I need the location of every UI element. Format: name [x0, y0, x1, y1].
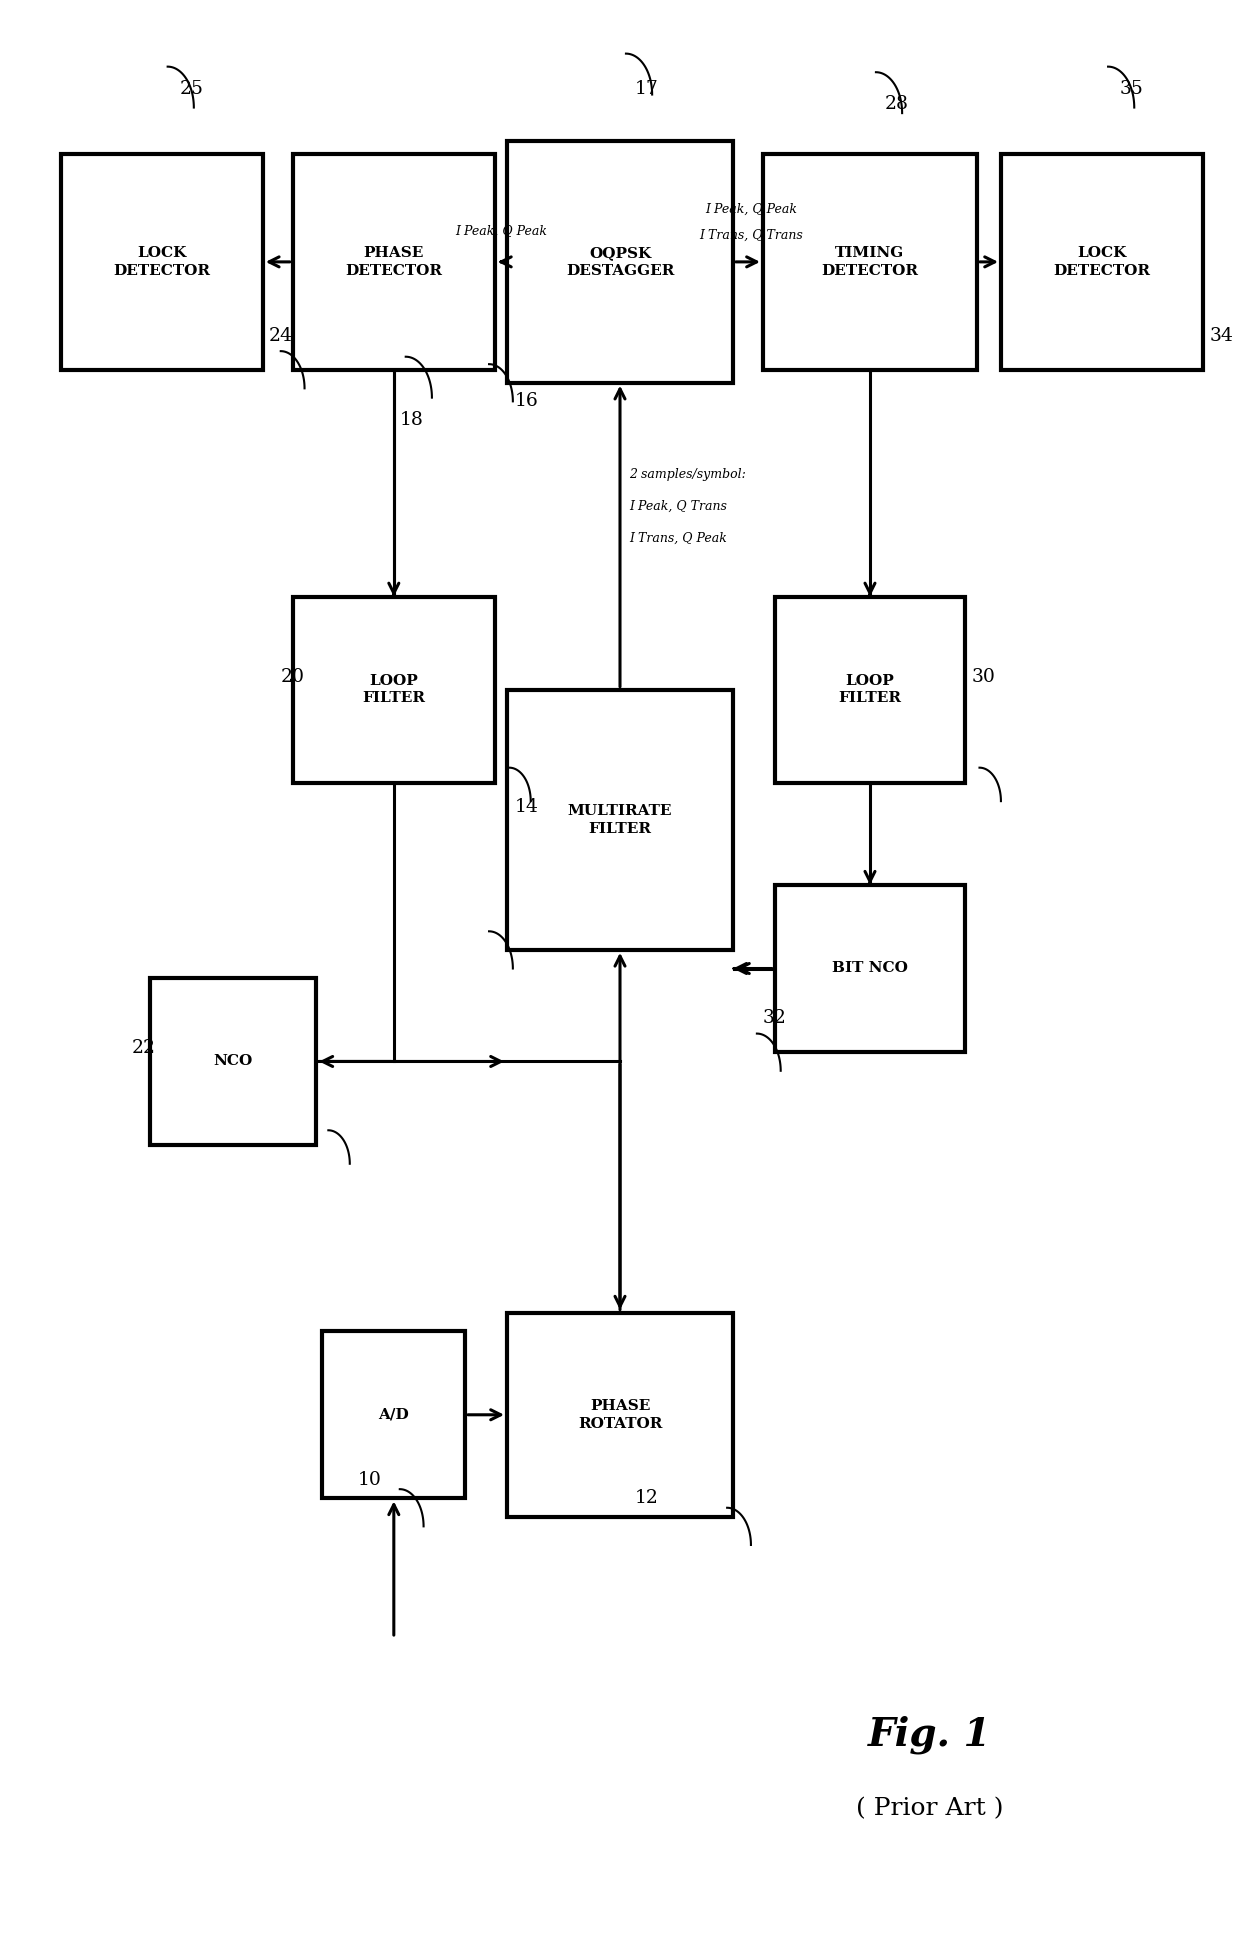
Text: 30: 30 — [971, 668, 994, 686]
FancyBboxPatch shape — [507, 1313, 733, 1517]
Text: OQPSK
DESTAGGER: OQPSK DESTAGGER — [565, 246, 675, 277]
Text: 12: 12 — [635, 1490, 658, 1507]
FancyBboxPatch shape — [775, 597, 965, 783]
Text: 20: 20 — [280, 668, 305, 686]
Text: 24: 24 — [269, 327, 293, 345]
Text: A/D: A/D — [378, 1408, 409, 1422]
Text: 10: 10 — [358, 1470, 382, 1488]
Text: LOCK
DETECTOR: LOCK DETECTOR — [1054, 246, 1151, 277]
Text: LOCK
DETECTOR: LOCK DETECTOR — [113, 246, 211, 277]
FancyBboxPatch shape — [507, 690, 733, 949]
Text: I Trans, Q Peak: I Trans, Q Peak — [630, 531, 728, 544]
Text: PHASE
DETECTOR: PHASE DETECTOR — [345, 246, 443, 277]
FancyBboxPatch shape — [293, 155, 495, 370]
FancyBboxPatch shape — [775, 885, 965, 1052]
Text: 22: 22 — [131, 1040, 156, 1058]
Text: 2 samples/symbol:: 2 samples/symbol: — [630, 469, 746, 480]
FancyBboxPatch shape — [322, 1331, 465, 1499]
Text: 16: 16 — [516, 391, 539, 411]
Text: Fig. 1: Fig. 1 — [868, 1716, 991, 1753]
Text: PHASE
ROTATOR: PHASE ROTATOR — [578, 1399, 662, 1431]
Text: LOOP
FILTER: LOOP FILTER — [362, 674, 425, 705]
Text: I Peak, Q Peak: I Peak, Q Peak — [455, 225, 547, 238]
Text: 17: 17 — [635, 79, 658, 99]
Text: 35: 35 — [1120, 79, 1143, 99]
Text: I Trans, Q Trans: I Trans, Q Trans — [699, 229, 802, 242]
Text: 28: 28 — [884, 95, 908, 112]
Text: MULTIRATE
FILTER: MULTIRATE FILTER — [568, 804, 672, 835]
Text: 18: 18 — [399, 411, 424, 428]
Text: LOOP
FILTER: LOOP FILTER — [838, 674, 901, 705]
Text: I Peak, Q Trans: I Peak, Q Trans — [630, 500, 728, 513]
FancyBboxPatch shape — [763, 155, 977, 370]
Text: 34: 34 — [1209, 327, 1233, 345]
FancyBboxPatch shape — [150, 978, 316, 1145]
Text: 32: 32 — [763, 1009, 786, 1027]
Text: TIMING
DETECTOR: TIMING DETECTOR — [821, 246, 919, 277]
Text: NCO: NCO — [213, 1054, 253, 1069]
Text: ( Prior Art ): ( Prior Art ) — [856, 1798, 1003, 1821]
FancyBboxPatch shape — [293, 597, 495, 783]
Text: 14: 14 — [516, 798, 539, 815]
Text: BIT NCO: BIT NCO — [832, 961, 908, 976]
Text: 25: 25 — [180, 79, 203, 99]
FancyBboxPatch shape — [1001, 155, 1203, 370]
Text: I Peak, Q Peak: I Peak, Q Peak — [706, 201, 797, 215]
FancyBboxPatch shape — [61, 155, 263, 370]
FancyBboxPatch shape — [507, 141, 733, 384]
